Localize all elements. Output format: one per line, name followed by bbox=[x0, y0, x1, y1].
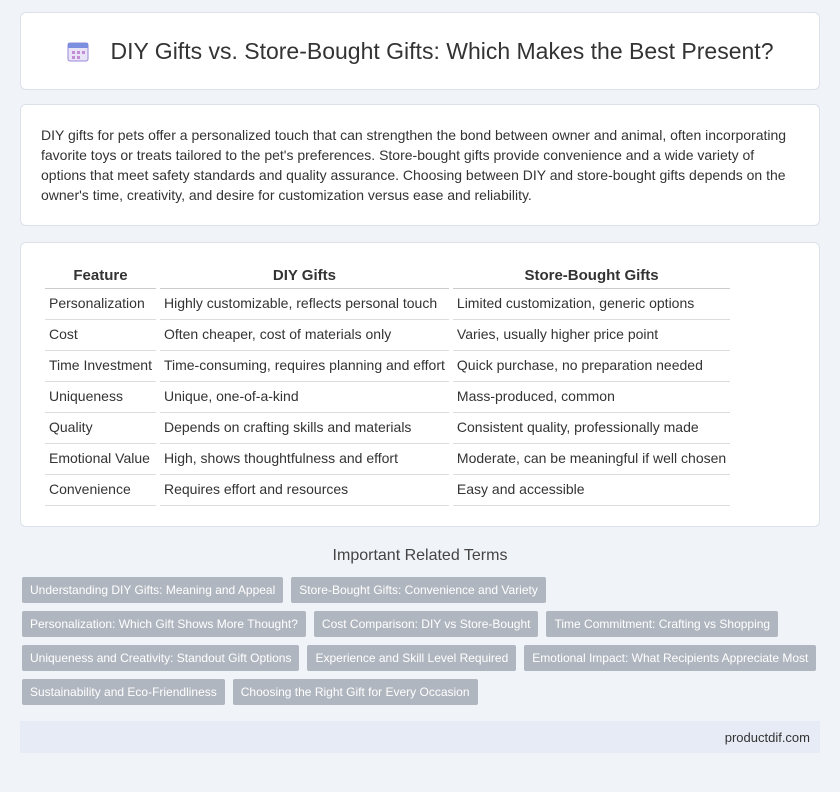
cell: Quality bbox=[45, 413, 156, 444]
cell: Depends on crafting skills and materials bbox=[159, 413, 449, 444]
tag[interactable]: Store-Bought Gifts: Convenience and Vari… bbox=[291, 577, 546, 603]
cell: Requires effort and resources bbox=[159, 475, 449, 506]
table-card: Feature DIY Gifts Store-Bought Gifts Person… bbox=[20, 242, 820, 527]
icon bbox=[67, 42, 89, 62]
site: productdif.com bbox=[724, 729, 810, 745]
related: Important Related Terms Understanding DI… bbox=[0, 547, 840, 705]
row: Quality Depends on crafting skills and ma… bbox=[45, 413, 731, 444]
cell: Time-consuming, requires planning and ef… bbox=[159, 351, 449, 382]
cell: Convenience bbox=[45, 475, 156, 506]
header-cell: Store-Bought Gifts bbox=[452, 263, 731, 289]
cell: Mass-produced, common bbox=[452, 382, 731, 413]
intro: DIY gifts for pets offer a personalized … bbox=[20, 104, 820, 226]
cell: Personalization bbox=[45, 289, 156, 320]
cell: Often cheaper, cost of materials only bbox=[159, 320, 449, 351]
footer: productdif.com bbox=[20, 721, 820, 753]
cell: Time Investment bbox=[45, 351, 156, 382]
row: Uniqueness Unique, one-of-a-kind Mass-prod… bbox=[45, 382, 731, 413]
tag[interactable]: Choosing the Right Gift for Every Occasi… bbox=[232, 679, 478, 705]
cell: Unique, one-of-a-kind bbox=[159, 382, 449, 413]
cell: Easy and accessible bbox=[452, 475, 731, 506]
related-title: Important Related Terms bbox=[332, 547, 508, 564]
tag[interactable]: Understanding DIY Gifts: Meaning and App… bbox=[22, 577, 284, 603]
cell: Moderate, can be meaningful if well chos… bbox=[452, 444, 731, 475]
header-cell: Feature bbox=[45, 263, 156, 289]
tag[interactable]: Emotional Impact: What Recipients Apprec… bbox=[524, 645, 817, 671]
tag[interactable]: Personalization: Which Gift Shows More T… bbox=[22, 611, 306, 637]
cell: Uniqueness bbox=[45, 382, 156, 413]
cell: Highly customizable, reflects personal t… bbox=[159, 289, 449, 320]
table: Feature DIY Gifts Store-Bought Gifts Person… bbox=[41, 263, 734, 506]
page: DIY Gifts vs. Store-Bought Gifts: Which … bbox=[0, 12, 840, 792]
row: Cost Often cheaper, cost of materials onl… bbox=[45, 320, 731, 351]
title: DIY Gifts vs. Store-Bought Gifts: Which … bbox=[110, 37, 774, 64]
cell: Consistent quality, professionally made bbox=[452, 413, 731, 444]
row: Personalization Highly customizable, refl… bbox=[45, 289, 731, 320]
row: Emotional Value High, shows thoughtfulnes… bbox=[45, 444, 731, 475]
header-cell: DIY Gifts bbox=[159, 263, 449, 289]
tag[interactable]: Experience and Skill Level Required bbox=[307, 645, 517, 671]
tag[interactable]: Cost Comparison: DIY vs Store-Bought bbox=[313, 611, 539, 637]
row: Convenience Requires effort and resources… bbox=[45, 475, 731, 506]
cell: Emotional Value bbox=[45, 444, 156, 475]
tag[interactable]: Sustainability and Eco-Friendliness bbox=[22, 679, 225, 705]
cell: Quick purchase, no preparation needed bbox=[452, 351, 731, 382]
cell: Varies, usually higher price point bbox=[452, 320, 731, 351]
tags: Understanding DIY Gifts: Meaning and App… bbox=[0, 577, 840, 705]
cell: High, shows thoughtfulness and effort bbox=[159, 444, 449, 475]
cell: Cost bbox=[45, 320, 156, 351]
header: DIY Gifts vs. Store-Bought Gifts: Which … bbox=[20, 12, 820, 90]
tag[interactable]: Time Commitment: Crafting vs Shopping bbox=[546, 611, 779, 637]
cell: Limited customization, generic options bbox=[452, 289, 731, 320]
row: Time Investment Time-consuming, requires … bbox=[45, 351, 731, 382]
tag[interactable]: Uniqueness and Creativity: Standout Gift… bbox=[22, 645, 300, 671]
